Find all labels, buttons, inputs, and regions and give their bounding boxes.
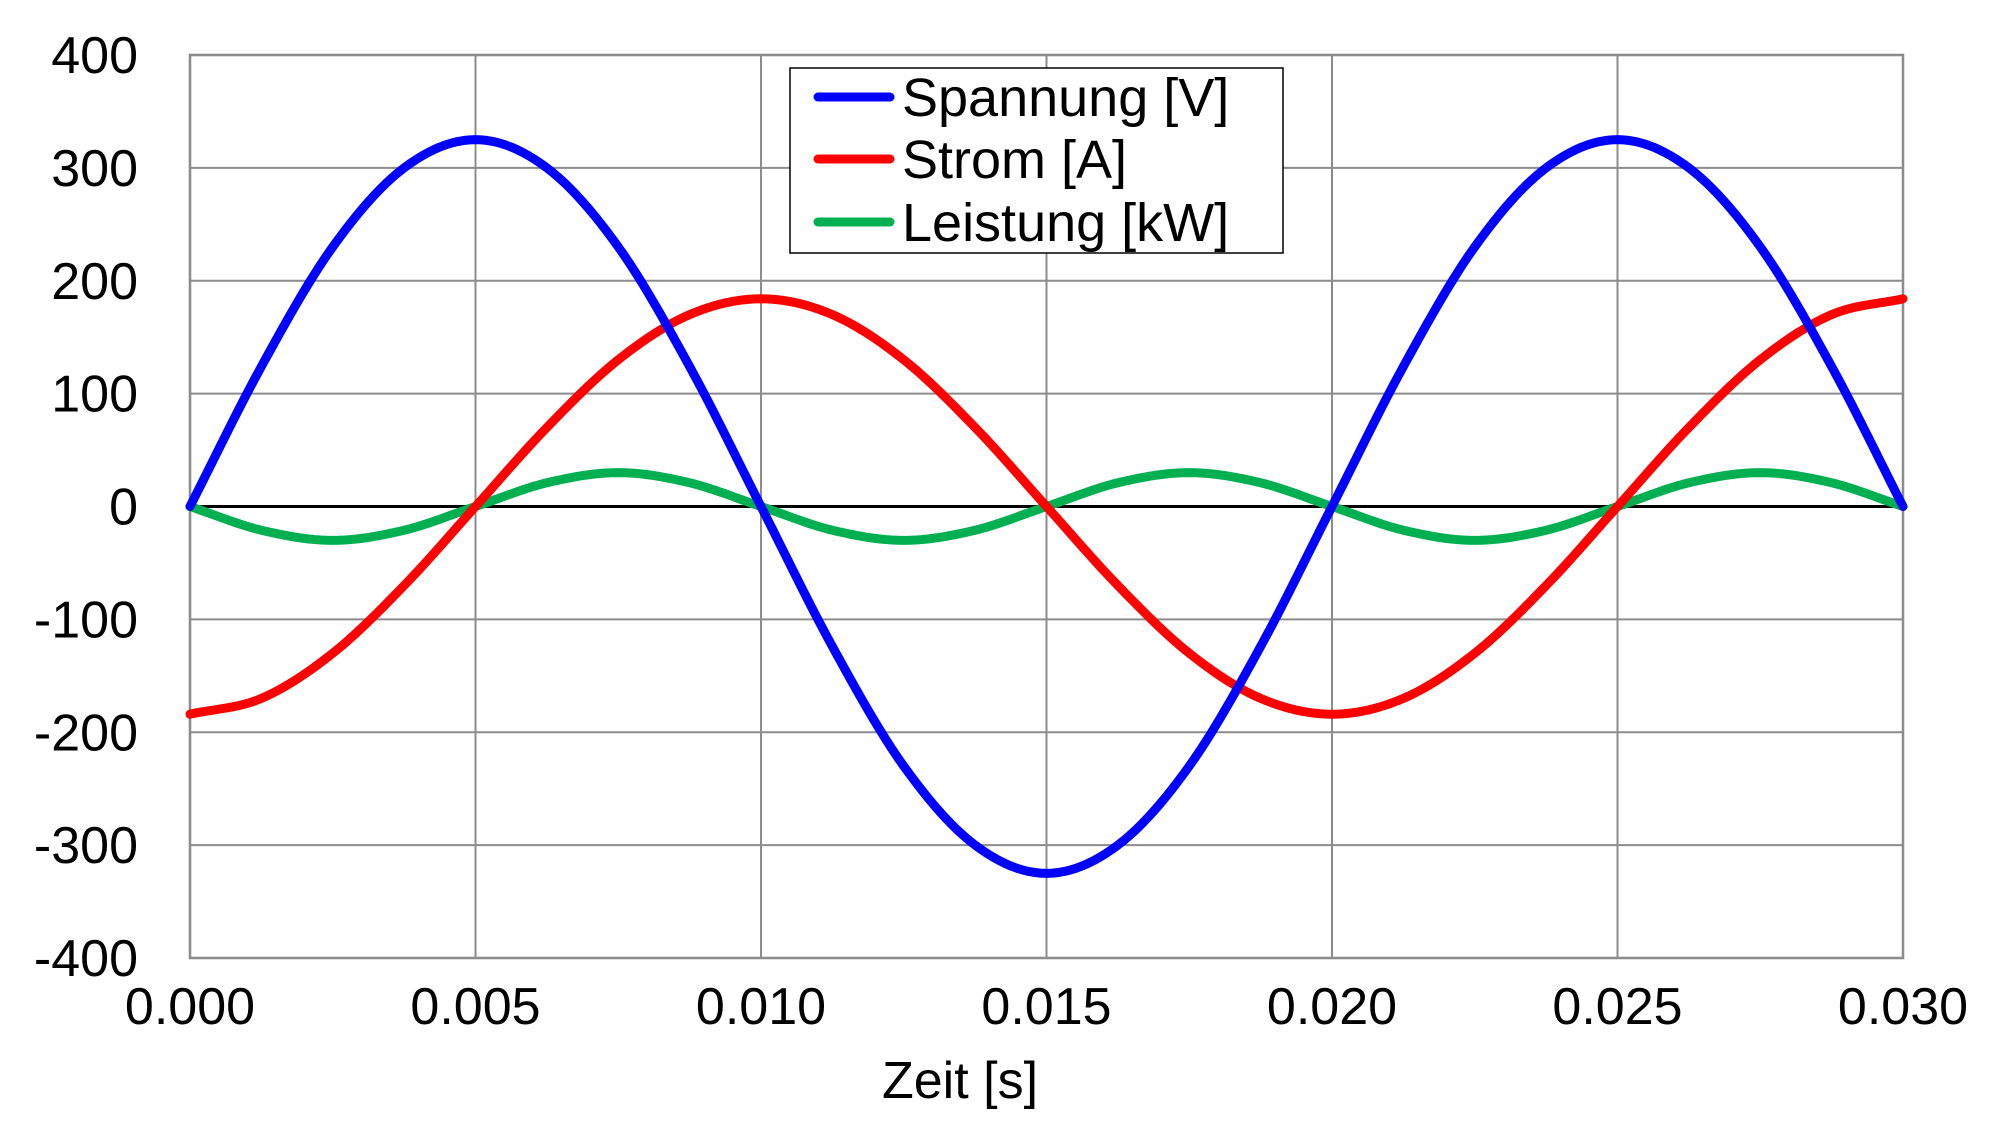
x-tick-label: 0.025 [1552, 978, 1682, 1036]
y-tick-label: -200 [34, 704, 138, 762]
x-tick-label: 0.005 [410, 978, 540, 1036]
series-line-strom [185, 294, 1908, 719]
legend-label-leistung: Leistung [kW] [902, 193, 1229, 253]
series-lines [185, 135, 1908, 878]
x-tick-labels: 0.000 0.005 0.010 0.015 0.020 0.025 0.030 [125, 978, 1968, 1036]
y-tick-labels: 400 300 200 100 0 -100 -200 -300 -400 [34, 27, 138, 988]
x-tick-label: 0.030 [1838, 978, 1968, 1036]
y-tick-label: 400 [51, 27, 138, 85]
y-tick-label: 300 [51, 140, 138, 198]
legend-label-strom: Strom [A] [902, 130, 1127, 190]
y-tick-label: 200 [51, 253, 138, 311]
x-tick-label: 0.015 [981, 978, 1111, 1036]
y-tick-label: -400 [34, 930, 138, 988]
y-tick-label: 0 [109, 479, 138, 537]
x-tick-label: 0.020 [1267, 978, 1397, 1036]
y-tick-label: -100 [34, 591, 138, 649]
x-axis-label: Zeit [s] [882, 1052, 1038, 1110]
series-line-spannung [185, 135, 1908, 878]
y-tick-label: -300 [34, 817, 138, 875]
x-tick-label: 0.000 [125, 978, 255, 1036]
legend-label-spannung: Spannung [V] [902, 68, 1229, 128]
legend: Spannung [V] Strom [A] Leistung [kW] [789, 67, 1284, 254]
y-tick-label: 100 [51, 366, 138, 424]
x-tick-label: 0.010 [696, 978, 826, 1036]
